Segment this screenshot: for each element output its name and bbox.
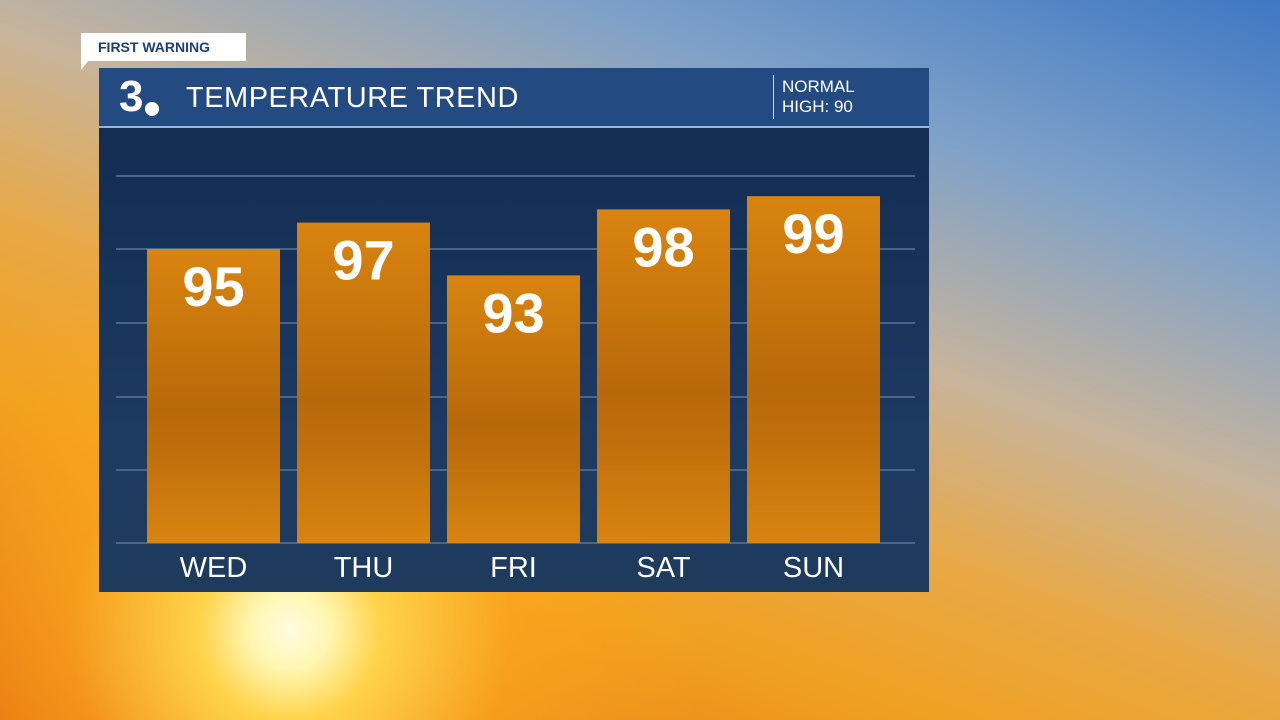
data-label: 95 (182, 255, 244, 318)
normal-value: HIGH: 90 (782, 97, 853, 116)
bar-fri (447, 275, 580, 543)
normal-high: NORMAL HIGH: 90 (782, 77, 855, 117)
x-tick-label: FRI (490, 552, 537, 584)
normal-label: NORMAL (782, 77, 855, 96)
bar-wed (147, 249, 280, 543)
bar-sun (747, 196, 880, 543)
badge-tail (81, 60, 89, 70)
panel-header: 3 TEMPERATURE TREND NORMAL HIGH: 90 (99, 68, 929, 128)
station-logo: 3 (119, 72, 144, 121)
cbs-eye-icon (143, 100, 161, 118)
divider (773, 75, 774, 119)
x-tick-label: WED (180, 552, 248, 584)
x-tick-label: SAT (636, 552, 691, 584)
x-tick-label: THU (334, 552, 394, 584)
data-label: 93 (482, 281, 544, 344)
data-label: 97 (332, 229, 394, 292)
data-label: 99 (782, 202, 844, 265)
data-label: 98 (632, 215, 694, 278)
x-tick-label: SUN (783, 552, 844, 584)
first-warning-badge: FIRST WARNING (81, 33, 246, 61)
bar-sat (597, 209, 730, 543)
page-title: TEMPERATURE TREND (186, 82, 519, 114)
bar-thu (297, 222, 430, 543)
